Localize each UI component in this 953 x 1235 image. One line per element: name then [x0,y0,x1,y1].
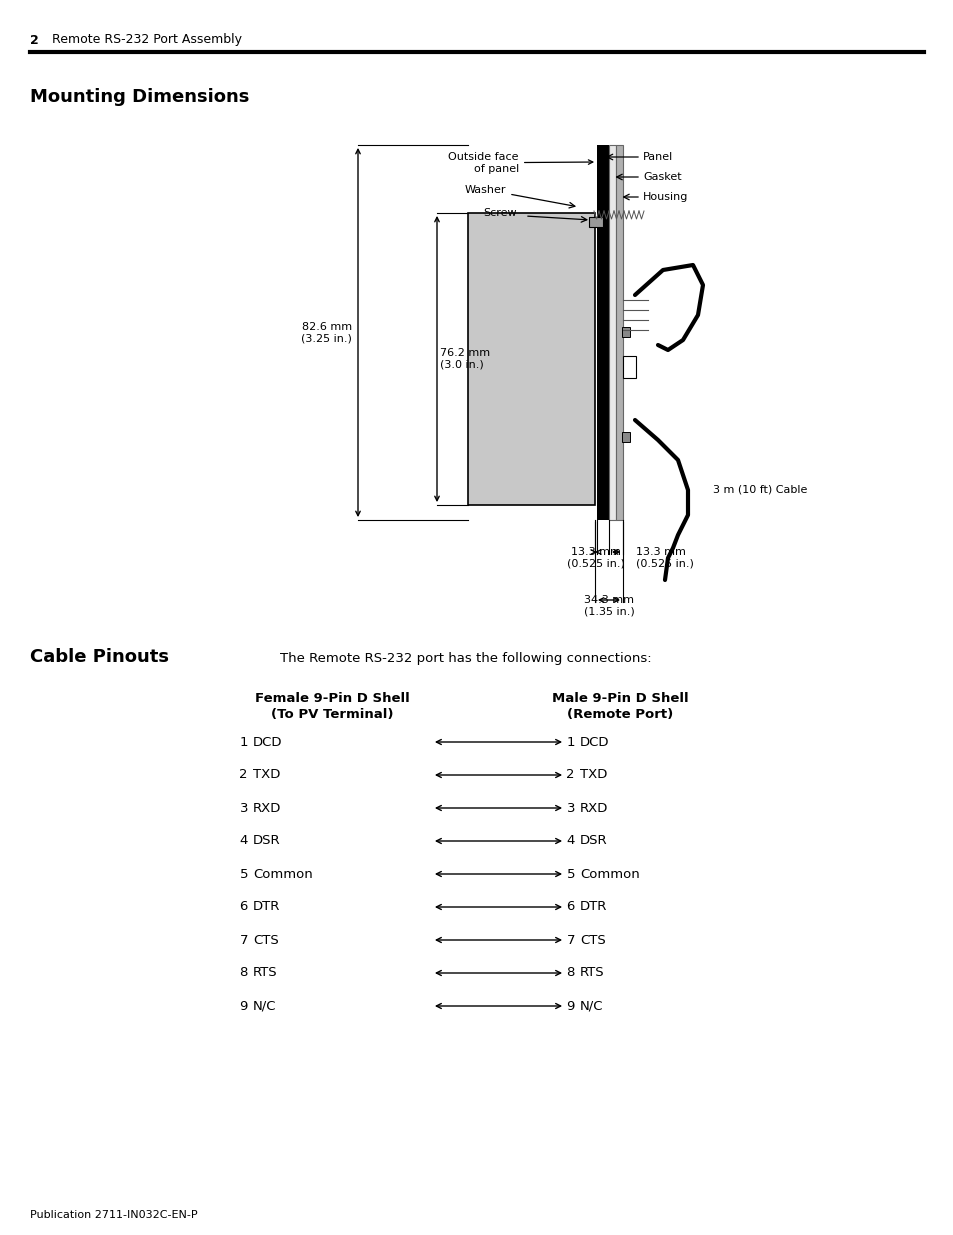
Text: 5: 5 [239,867,248,881]
Bar [608,144,616,520]
Text: 34.3 mm
(1.35 in.): 34.3 mm (1.35 in.) [583,595,634,616]
Text: 3 m (10 ft) Cable: 3 m (10 ft) Cable [712,485,806,495]
Bar [616,144,622,520]
Text: 3: 3 [566,802,575,815]
Text: (Remote Port): (Remote Port) [566,708,673,721]
Text: Common: Common [253,867,313,881]
Text: RTS: RTS [579,967,604,979]
Text: Housing: Housing [642,191,688,203]
Text: Gasket: Gasket [642,172,680,182]
Text: 13.3 mm
(0.525 in.): 13.3 mm (0.525 in.) [636,547,693,568]
Text: 3: 3 [239,802,248,815]
Text: (To PV Terminal): (To PV Terminal) [271,708,393,721]
Text: Screw: Screw [482,207,517,219]
Bar [622,356,636,378]
Text: Panel: Panel [642,152,673,162]
Bar [468,212,595,505]
Text: Common: Common [579,867,639,881]
Bar [621,432,629,442]
Text: RXD: RXD [579,802,608,815]
Text: 5: 5 [566,867,575,881]
Text: Outside face
of panel: Outside face of panel [448,152,592,174]
Text: 4: 4 [239,835,248,847]
Text: Male 9-Pin D Shell: Male 9-Pin D Shell [551,692,688,705]
Text: DSR: DSR [579,835,607,847]
Text: 4: 4 [566,835,575,847]
Text: RXD: RXD [253,802,281,815]
Text: DTR: DTR [579,900,607,914]
Text: DCD: DCD [253,736,282,748]
Text: 6: 6 [239,900,248,914]
Text: 2: 2 [30,33,39,47]
Bar [597,144,608,520]
Text: 6: 6 [566,900,575,914]
Text: 13.3 mm
(0.525 in.): 13.3 mm (0.525 in.) [566,547,624,568]
Text: 2: 2 [239,768,248,782]
Bar [588,217,602,227]
Text: 1: 1 [566,736,575,748]
Text: N/C: N/C [253,999,276,1013]
Text: DSR: DSR [253,835,280,847]
Text: Mounting Dimensions: Mounting Dimensions [30,88,249,106]
Bar [621,327,629,337]
Text: Washer: Washer [464,185,506,195]
Text: DTR: DTR [253,900,280,914]
Text: 2: 2 [566,768,575,782]
Text: Cable Pinouts: Cable Pinouts [30,648,169,666]
Text: 8: 8 [239,967,248,979]
Text: 76.2 mm
(3.0 in.): 76.2 mm (3.0 in.) [439,348,490,369]
Text: Publication 2711-IN032C-EN-P: Publication 2711-IN032C-EN-P [30,1210,197,1220]
Text: 9: 9 [566,999,575,1013]
Text: 82.6 mm
(3.25 in.): 82.6 mm (3.25 in.) [301,321,352,343]
Text: DCD: DCD [579,736,609,748]
Text: N/C: N/C [579,999,603,1013]
Text: Female 9-Pin D Shell: Female 9-Pin D Shell [254,692,409,705]
Text: Remote RS-232 Port Assembly: Remote RS-232 Port Assembly [52,33,242,47]
Text: TXD: TXD [253,768,280,782]
Text: 9: 9 [239,999,248,1013]
Text: 1: 1 [239,736,248,748]
Text: TXD: TXD [579,768,607,782]
Text: 8: 8 [566,967,575,979]
Text: 7: 7 [239,934,248,946]
Text: 7: 7 [566,934,575,946]
Text: CTS: CTS [253,934,278,946]
Text: RTS: RTS [253,967,277,979]
Text: CTS: CTS [579,934,605,946]
Text: The Remote RS-232 port has the following connections:: The Remote RS-232 port has the following… [280,652,651,664]
